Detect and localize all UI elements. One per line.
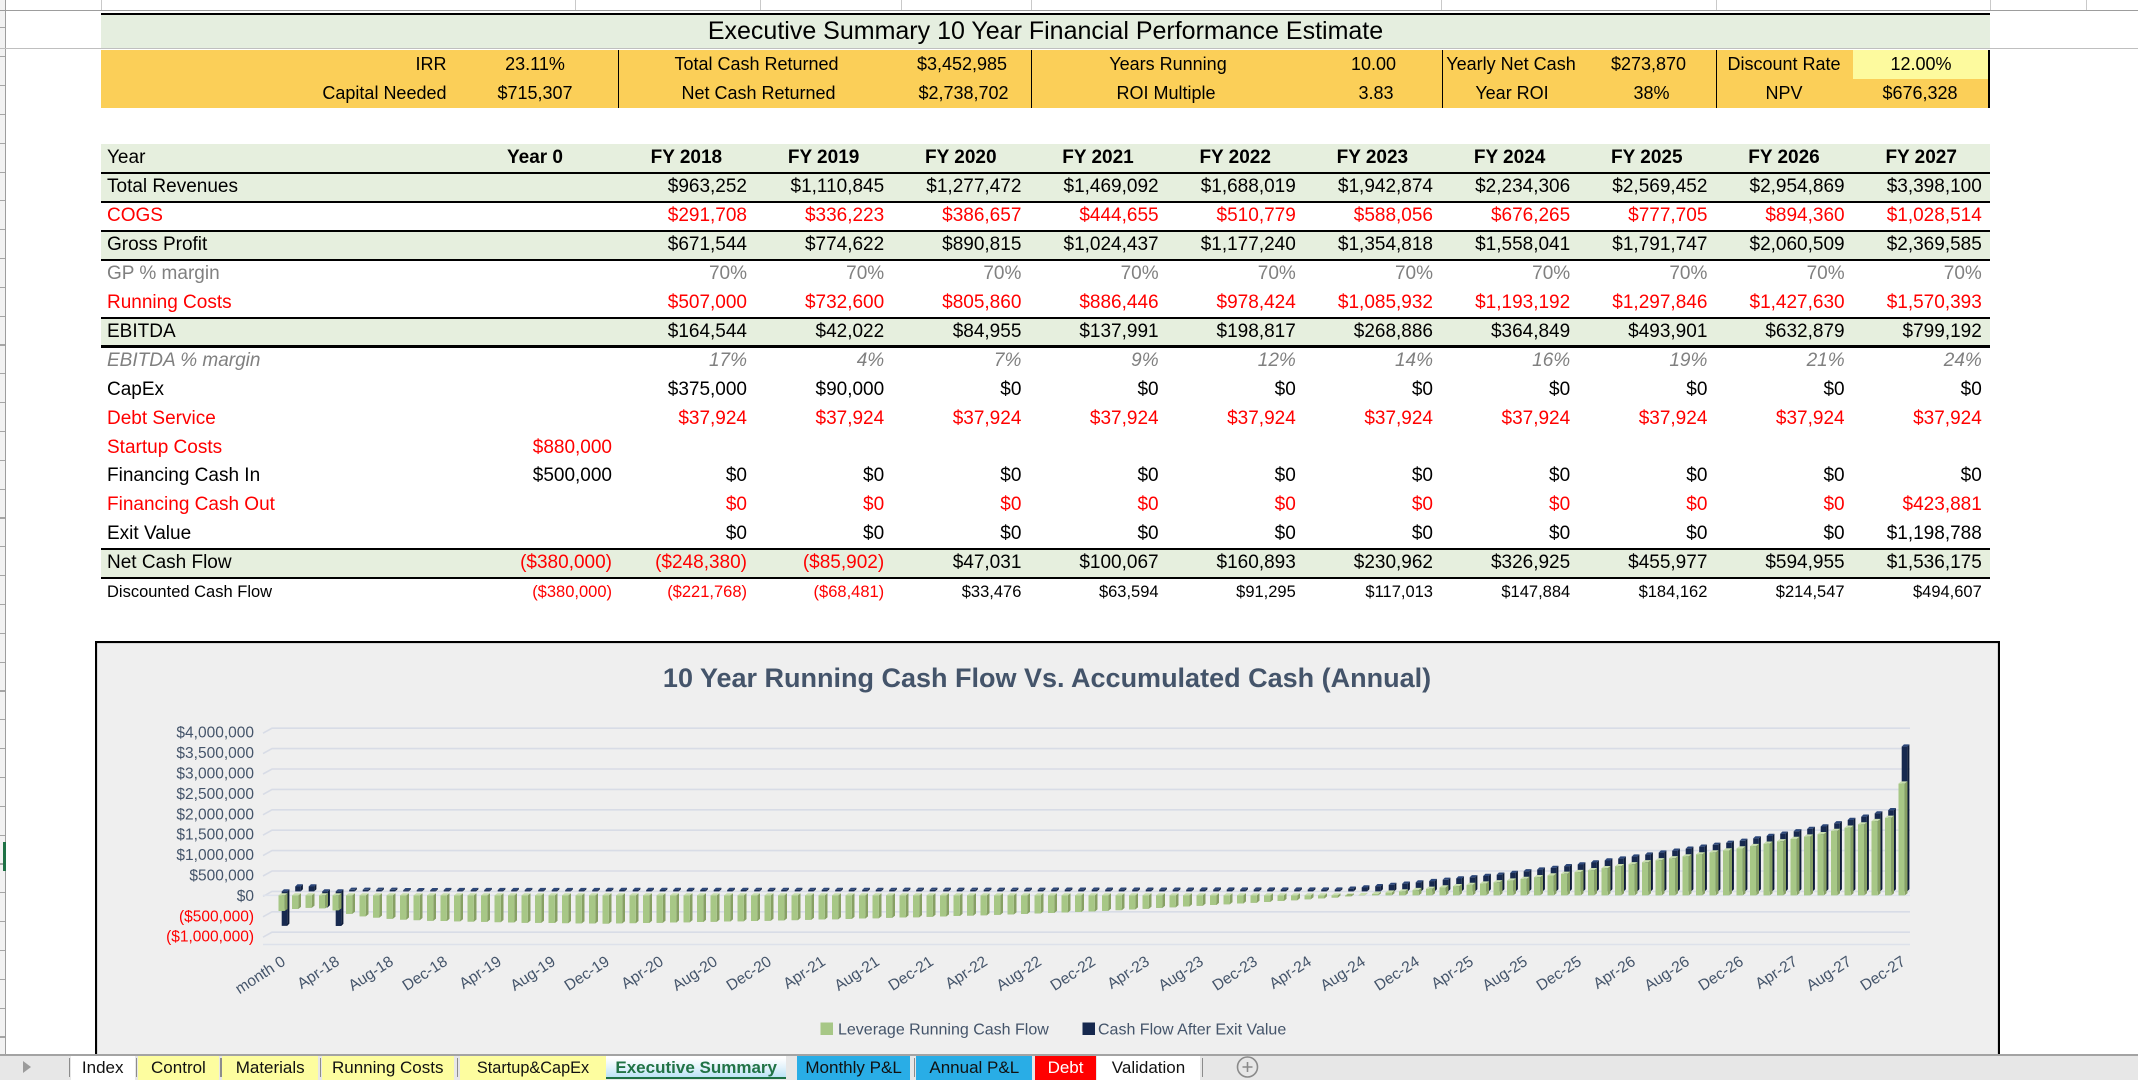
svg-text:$3,000,000: $3,000,000	[176, 766, 254, 783]
svg-text:$4,000,000: $4,000,000	[176, 725, 254, 742]
svg-text:Leverage Running Cash Flow: Leverage Running Cash Flow	[838, 1022, 1049, 1039]
svg-text:$0: $0	[237, 888, 255, 905]
svg-text:Cash Flow After Exit Value: Cash Flow After Exit Value	[1098, 1022, 1286, 1039]
svg-text:$3,500,000: $3,500,000	[176, 745, 254, 762]
svg-text:($500,000): ($500,000)	[179, 908, 254, 925]
svg-text:($1,000,000): ($1,000,000)	[166, 929, 254, 946]
svg-text:$500,000: $500,000	[189, 868, 254, 885]
svg-text:10 Year Running Cash Flow Vs.: 10 Year Running Cash Flow Vs. Accumulate…	[663, 663, 1431, 693]
svg-text:$1,500,000: $1,500,000	[176, 827, 254, 844]
svg-text:$1,000,000: $1,000,000	[176, 847, 254, 864]
svg-text:$2,500,000: $2,500,000	[176, 786, 254, 803]
svg-text:$2,000,000: $2,000,000	[176, 806, 254, 823]
